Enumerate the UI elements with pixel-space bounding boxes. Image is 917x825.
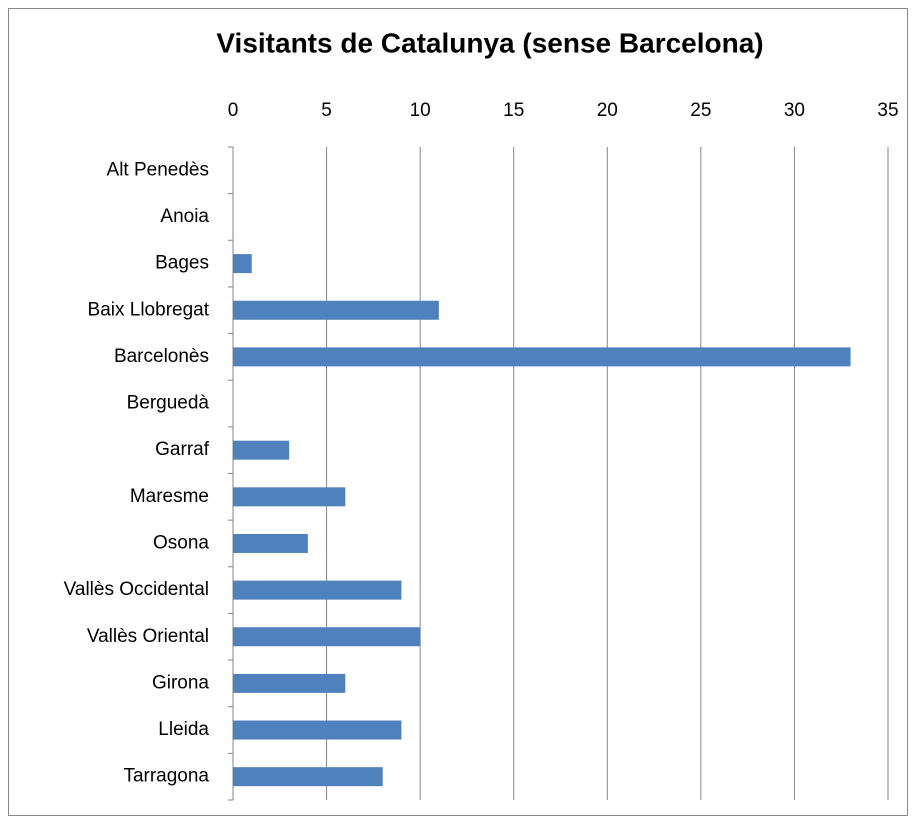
x-tick-label: 10 [410, 100, 431, 121]
x-tick-label: 5 [321, 100, 332, 121]
x-tick-label: 20 [597, 100, 618, 121]
y-tick-label: Lleida [158, 719, 209, 740]
x-tick-label: 35 [877, 100, 898, 121]
y-tick-label: Tarragona [123, 766, 209, 787]
chart-border [8, 8, 908, 816]
y-tick-label: Osona [153, 532, 209, 553]
bar [233, 440, 290, 460]
bar [233, 533, 308, 553]
y-tick-label: Garraf [155, 439, 210, 460]
x-tick-label: 0 [228, 100, 239, 121]
bar [233, 720, 402, 740]
y-tick-label: Girona [152, 672, 209, 693]
bar [233, 254, 252, 274]
y-tick-label: Berguedà [127, 393, 210, 414]
bar [233, 300, 439, 320]
bar [233, 487, 346, 507]
bar [233, 627, 421, 647]
y-tick-label: Vallès Occidental [64, 579, 209, 600]
x-tick-label: 25 [690, 100, 711, 121]
bar [233, 767, 383, 787]
bar [233, 673, 346, 693]
x-tick-label: 30 [784, 100, 805, 121]
x-tick-label: 15 [503, 100, 524, 121]
y-tick-label: Vallès Oriental [87, 626, 209, 647]
bar [233, 347, 851, 367]
y-tick-label: Bages [155, 253, 209, 274]
chart-title: Visitants de Catalunya (sense Barcelona) [216, 27, 763, 58]
y-tick-label: Alt Penedès [107, 159, 209, 180]
y-tick-label: Anoia [160, 206, 209, 227]
y-tick-label: Maresme [130, 486, 209, 507]
y-tick-label: Barcelonès [114, 346, 209, 367]
y-tick-label: Baix Llobregat [88, 299, 210, 320]
bar [233, 580, 402, 600]
